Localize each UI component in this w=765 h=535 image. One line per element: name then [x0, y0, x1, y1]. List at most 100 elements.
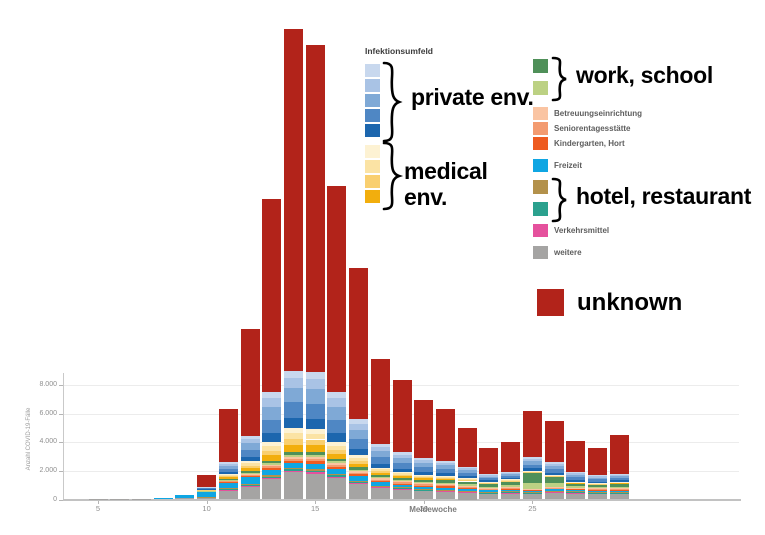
bar-segment-unknown: [218, 409, 238, 463]
bar-segment-betreuung: [283, 460, 303, 464]
x-axis-title: Meldewoche: [409, 505, 457, 514]
bar-segment-unknown: [436, 409, 456, 461]
bar-segment-private: [501, 474, 521, 477]
bar-segment-betreuung: [414, 485, 434, 487]
bar-segment-private: [240, 456, 260, 462]
bar-segment-work_school: [501, 481, 521, 486]
bar-segment-hotel_restaurant: [457, 491, 477, 492]
bar-segment-weitere: [566, 493, 586, 500]
bar-segment-unknown: [544, 421, 564, 463]
work-school-annotation: work, school: [576, 62, 713, 88]
bar-segment-medical: [283, 445, 303, 453]
bar-segment-betreuung: [392, 482, 412, 484]
bar-segment-weitere: [588, 493, 608, 500]
bar-segment-freizeit: [349, 476, 369, 481]
bar-segment-private: [609, 476, 629, 479]
bar-segment-freizeit: [327, 469, 347, 475]
bar-segment-private: [370, 457, 390, 464]
y-axis-title: Anzahl COVID-19-Fälle: [26, 407, 32, 471]
bar-segment-private: [457, 466, 477, 468]
bar-segment-betreuung: [305, 458, 325, 462]
bar-segment-hotel_restaurant: [588, 492, 608, 494]
bar-segment-hotel_restaurant: [414, 489, 434, 491]
bar-segment-hotel_restaurant: [305, 470, 325, 473]
x-tick-mark: [206, 501, 208, 504]
bar-segment-private: [609, 474, 629, 477]
bar-segment-private: [327, 433, 347, 443]
bar-week-17: [349, 267, 369, 500]
bar-segment-weitere: [283, 472, 303, 500]
bar-segment-hotel_restaurant: [436, 490, 456, 492]
bar-segment-hotel_restaurant: [240, 484, 260, 486]
bar-segment-freizeit: [218, 482, 238, 489]
bar-segment-medical: [283, 428, 303, 433]
bar-segment-betreuung: [305, 461, 325, 464]
bar-segment-private: [588, 475, 608, 477]
bar-segment-betreuung: [436, 486, 456, 488]
weitere-swatch: [533, 246, 548, 259]
private-env-annotation: private env.: [411, 84, 534, 110]
bar-segment-private: [349, 448, 369, 456]
kindergarten-hort-swatch: [533, 137, 548, 150]
x-tick-label: 25: [528, 503, 537, 513]
bar-segment-private: [218, 462, 238, 464]
bar-segment-hotel_restaurant: [479, 492, 499, 493]
legend-swatch: [365, 64, 380, 77]
y-tick-mark: [59, 413, 63, 415]
bar-segment-hotel_restaurant: [392, 487, 412, 489]
bar-segment-private: [305, 403, 325, 420]
bar-segment-freizeit: [479, 490, 499, 492]
bar-segment-hotel_restaurant: [392, 488, 412, 489]
bar-segment-betreuung: [283, 458, 303, 461]
bar-segment-private: [544, 463, 564, 467]
bar-segment-private: [414, 472, 434, 476]
bar-segment-private: [392, 452, 412, 455]
bar-segment-work_school: [218, 479, 238, 481]
bar-segment-betreuung: [327, 464, 347, 467]
bar-segment-private: [436, 462, 456, 466]
bar-week-28: [588, 448, 608, 500]
bar-segment-weitere: [262, 479, 282, 500]
bar-segment-verkehrsmittel: [262, 478, 282, 480]
bar-segment-betreuung: [218, 480, 238, 481]
bar-segment-private: [305, 372, 325, 380]
bar-segment-unknown: [414, 400, 434, 459]
bar-segment-work_school: [501, 485, 521, 487]
bar-week-29: [609, 435, 629, 500]
weitere-label: weitere: [554, 248, 582, 257]
bar-segment-medical: [501, 481, 521, 482]
bar-segment-betreuung: [436, 484, 456, 486]
bar-segment-private: [588, 479, 608, 482]
seniorentagesstaette-swatch: [533, 122, 548, 135]
y-tick-label: 6.000: [39, 409, 57, 417]
bar-segment-hotel_restaurant: [305, 469, 325, 471]
bar-segment-medical: [349, 463, 369, 468]
bar-segment-weitere: [218, 490, 238, 500]
bar-segment-weitere: [544, 492, 564, 500]
bar-segment-betreuung: [392, 481, 412, 483]
bar-segment-medical: [522, 472, 542, 473]
bar-segment-verkehrsmittel: [305, 472, 325, 474]
brace-icon: [382, 61, 403, 143]
bar-segment-betreuung: [522, 488, 542, 490]
bar-segment-freizeit: [392, 484, 412, 488]
bar-segment-private: [566, 473, 586, 476]
y-tick-mark: [59, 442, 63, 444]
bar-segment-work_school: [479, 486, 499, 488]
legend-swatch: [533, 59, 548, 73]
bar-segment-weitere: [457, 492, 477, 500]
bar-segment-private: [370, 443, 390, 447]
bar-week-27: [566, 441, 586, 500]
bar-segment-betreuung: [414, 484, 434, 486]
bar-segment-work_school: [457, 484, 477, 486]
bar-segment-work_school: [262, 461, 282, 464]
bar-week-24: [501, 441, 521, 500]
x-tick-label: 5: [95, 503, 101, 513]
brace-icon: [382, 141, 404, 211]
bar-segment-freizeit: [501, 489, 521, 492]
bar-segment-hotel_restaurant: [522, 492, 542, 494]
bar-segment-medical: [457, 479, 477, 481]
bar-segment-private: [197, 487, 217, 489]
bar-segment-work_school: [566, 486, 586, 488]
